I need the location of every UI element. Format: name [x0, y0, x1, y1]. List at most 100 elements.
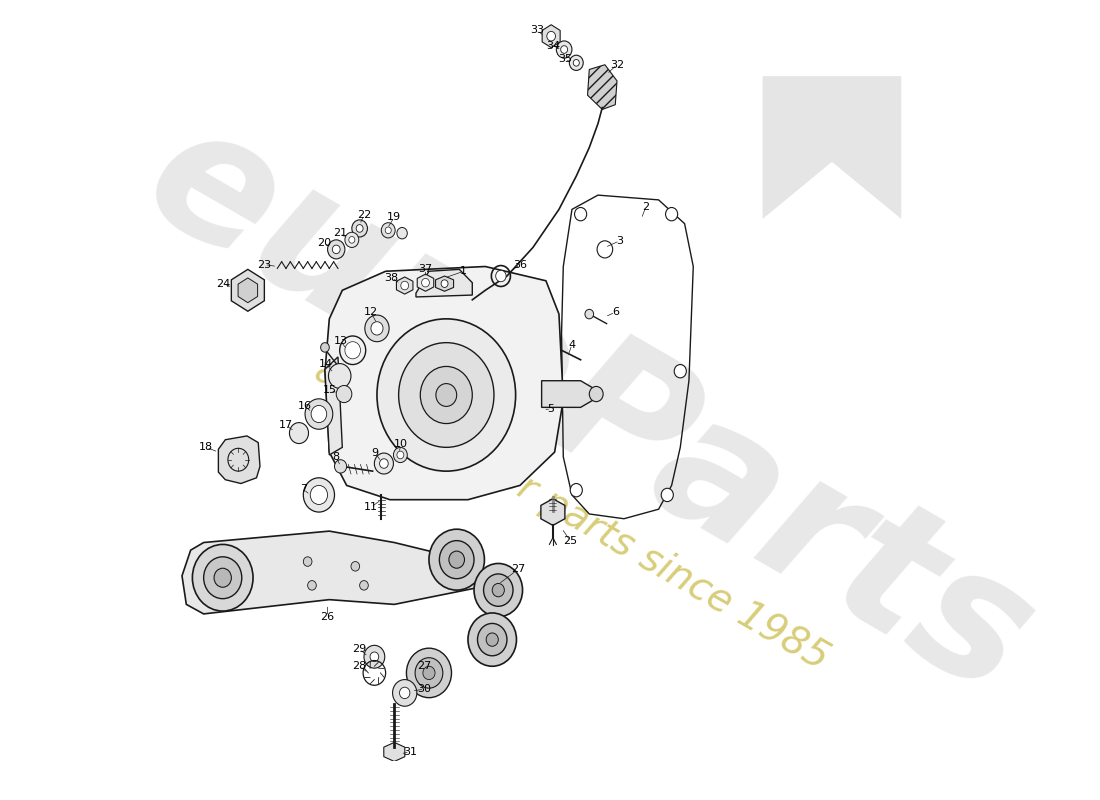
Text: 12: 12	[364, 307, 378, 317]
Circle shape	[393, 679, 417, 706]
Text: 31: 31	[403, 747, 417, 757]
Circle shape	[561, 46, 568, 54]
Circle shape	[484, 574, 513, 606]
Polygon shape	[542, 25, 560, 47]
Circle shape	[332, 245, 340, 254]
Polygon shape	[231, 270, 264, 311]
Circle shape	[351, 562, 360, 571]
Polygon shape	[396, 277, 412, 294]
Text: 24: 24	[217, 278, 231, 289]
Text: 4: 4	[569, 339, 575, 350]
Circle shape	[364, 646, 385, 668]
Polygon shape	[324, 357, 342, 455]
Text: 21: 21	[332, 228, 346, 238]
Circle shape	[374, 453, 394, 474]
Circle shape	[422, 666, 435, 679]
Circle shape	[304, 557, 312, 566]
Polygon shape	[417, 274, 433, 291]
Circle shape	[337, 386, 352, 402]
Circle shape	[289, 422, 308, 443]
Circle shape	[439, 541, 474, 578]
Circle shape	[415, 658, 443, 688]
Polygon shape	[182, 531, 475, 614]
Circle shape	[352, 220, 367, 237]
Circle shape	[570, 55, 583, 70]
Polygon shape	[541, 381, 594, 407]
Text: 18: 18	[199, 442, 213, 452]
Circle shape	[597, 241, 613, 258]
Text: 15: 15	[323, 386, 338, 395]
Circle shape	[398, 342, 494, 447]
Text: euroParts: euroParts	[117, 86, 1062, 733]
Text: 1: 1	[460, 266, 467, 276]
Circle shape	[574, 207, 586, 221]
Polygon shape	[762, 76, 901, 219]
Polygon shape	[219, 436, 260, 483]
Circle shape	[449, 551, 464, 568]
Circle shape	[385, 227, 392, 234]
Circle shape	[406, 648, 451, 698]
Circle shape	[547, 31, 556, 41]
Circle shape	[400, 282, 408, 290]
Circle shape	[570, 483, 582, 497]
Circle shape	[666, 207, 678, 221]
Circle shape	[329, 363, 351, 388]
Text: 11: 11	[364, 502, 378, 512]
Circle shape	[441, 280, 448, 287]
Circle shape	[429, 530, 484, 590]
Circle shape	[590, 386, 603, 402]
Circle shape	[379, 458, 388, 468]
Circle shape	[334, 460, 346, 473]
Circle shape	[328, 240, 345, 259]
Circle shape	[474, 563, 522, 617]
Text: a passion for parts since 1985: a passion for parts since 1985	[308, 350, 836, 678]
Text: 14: 14	[319, 358, 333, 369]
Circle shape	[371, 322, 383, 335]
Text: 7: 7	[299, 484, 307, 494]
Circle shape	[420, 366, 472, 423]
Text: 32: 32	[610, 60, 624, 70]
Circle shape	[310, 486, 328, 505]
Polygon shape	[416, 270, 472, 297]
Circle shape	[557, 41, 572, 58]
Circle shape	[192, 545, 253, 611]
Text: 30: 30	[418, 684, 431, 694]
Text: 33: 33	[530, 26, 544, 35]
Circle shape	[345, 232, 359, 247]
Text: 28: 28	[352, 662, 366, 671]
Polygon shape	[587, 65, 617, 110]
Text: 5: 5	[548, 404, 554, 414]
Polygon shape	[384, 742, 405, 762]
Text: 19: 19	[387, 212, 402, 222]
Circle shape	[349, 237, 355, 243]
Circle shape	[399, 687, 410, 698]
Polygon shape	[324, 266, 563, 500]
Text: 8: 8	[332, 452, 340, 462]
Text: 35: 35	[558, 54, 572, 64]
Circle shape	[382, 222, 395, 238]
Text: 25: 25	[563, 536, 578, 546]
Text: 16: 16	[298, 402, 312, 411]
Circle shape	[661, 488, 673, 502]
Text: 27: 27	[418, 662, 432, 671]
Text: 23: 23	[257, 260, 272, 270]
Circle shape	[308, 581, 317, 590]
Text: 10: 10	[394, 439, 408, 450]
Circle shape	[305, 399, 333, 430]
Text: 20: 20	[317, 238, 331, 248]
Polygon shape	[541, 498, 565, 526]
Circle shape	[360, 581, 368, 590]
Circle shape	[204, 557, 242, 598]
Circle shape	[421, 278, 429, 287]
Text: 38: 38	[385, 273, 399, 283]
Circle shape	[304, 478, 334, 512]
Text: 3: 3	[616, 236, 623, 246]
Text: 37: 37	[418, 264, 432, 274]
Circle shape	[370, 652, 378, 662]
Circle shape	[377, 319, 516, 471]
Text: 9: 9	[372, 448, 378, 458]
Circle shape	[320, 342, 329, 352]
Text: 17: 17	[279, 421, 293, 430]
Text: 22: 22	[356, 210, 371, 220]
Circle shape	[214, 568, 231, 587]
